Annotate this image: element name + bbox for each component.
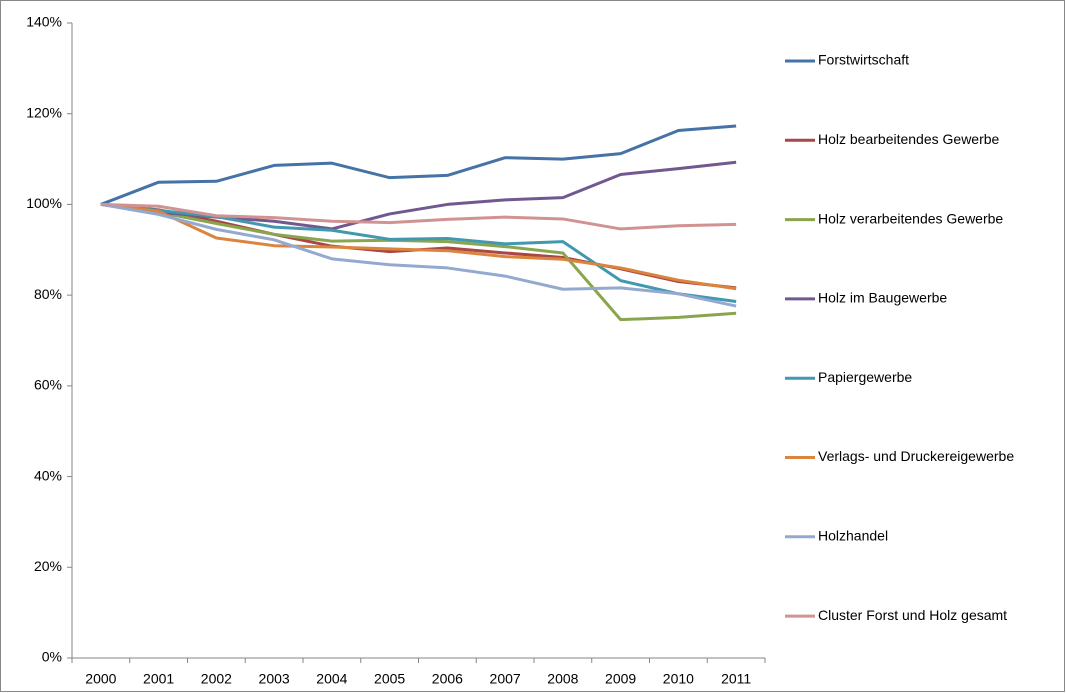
y-tick-label: 20% xyxy=(34,558,62,574)
y-tick-label: 80% xyxy=(34,286,62,302)
x-tick-label: 2001 xyxy=(143,671,174,687)
y-tick-label: 100% xyxy=(26,195,62,211)
legend-label: Holz im Baugewerbe xyxy=(818,290,947,306)
x-tick-label: 2002 xyxy=(201,671,232,687)
x-tick-label: 2009 xyxy=(605,671,636,687)
legend-label: Holz bearbeitendes Gewerbe xyxy=(818,131,1000,147)
series-line xyxy=(100,202,737,231)
y-tick-label: 60% xyxy=(34,377,62,393)
series-line xyxy=(100,202,737,308)
legend-label: Cluster Forst und Holz gesamt xyxy=(818,607,1007,623)
x-tick-label: 2007 xyxy=(490,671,521,687)
x-tick-label: 2000 xyxy=(85,671,116,687)
x-tick-label: 2008 xyxy=(547,671,578,687)
y-tick-label: 0% xyxy=(42,649,62,665)
legend-label: Papiergewerbe xyxy=(818,369,912,385)
series-line xyxy=(100,202,737,322)
x-tick-label: 2003 xyxy=(259,671,290,687)
x-tick-label: 2004 xyxy=(316,671,347,687)
y-tick-label: 40% xyxy=(34,467,62,483)
series-line xyxy=(100,124,737,206)
x-tick-label: 2005 xyxy=(374,671,405,687)
legend-label: Holzhandel xyxy=(818,528,888,544)
x-tick-label: 2011 xyxy=(721,671,751,687)
y-tick-label: 120% xyxy=(26,104,62,120)
series-line xyxy=(100,202,737,291)
legend-label: Verlags- und Druckereigewerbe xyxy=(818,448,1014,464)
legend-label: Forstwirtschaft xyxy=(818,52,909,68)
legend-label: Holz verarbeitendes Gewerbe xyxy=(818,210,1003,226)
x-tick-label: 2010 xyxy=(663,671,694,687)
x-tick-label: 2006 xyxy=(432,671,463,687)
y-tick-label: 140% xyxy=(26,14,62,30)
